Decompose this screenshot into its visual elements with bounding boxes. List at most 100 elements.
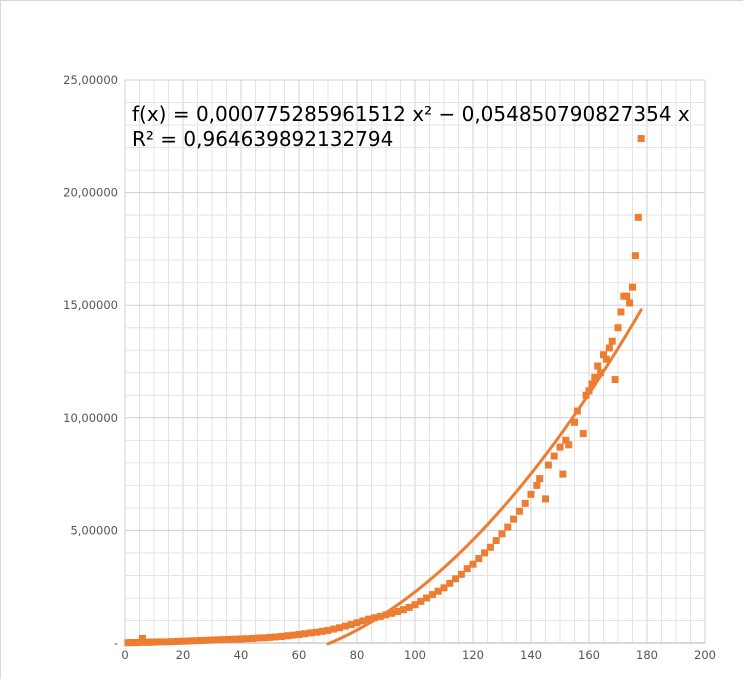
data-point [185, 637, 193, 645]
data-point [631, 252, 639, 260]
data-point [365, 615, 373, 623]
data-point [434, 587, 442, 595]
data-point [608, 337, 616, 345]
data-point [629, 283, 636, 291]
data-point [243, 635, 251, 643]
data-point [594, 362, 602, 370]
data-point [556, 443, 564, 451]
data-point [237, 635, 245, 643]
data-point [382, 611, 390, 619]
data-point [312, 628, 320, 636]
data-point [582, 391, 590, 399]
data-point [481, 549, 489, 557]
y-tick-label: 5,00000 [70, 523, 118, 537]
data-point [318, 627, 326, 635]
x-tick-label: 140 [520, 648, 542, 662]
trendline-r-squared: R² = 0,964639892132794 [132, 127, 393, 151]
trendline-equation: f(x) = 0,000775285961512 x² − 0,05485079… [132, 102, 690, 126]
data-point [486, 543, 494, 551]
data-point [167, 638, 175, 646]
data-point [611, 376, 619, 384]
x-tick-label: 40 [234, 648, 249, 662]
data-point [162, 638, 170, 646]
data-point [295, 630, 303, 638]
data-point [457, 570, 465, 578]
data-point [353, 619, 361, 627]
y-tick-label: 25,00000 [63, 73, 118, 87]
data-point [307, 629, 315, 637]
data-point [623, 292, 631, 300]
data-point [330, 625, 338, 633]
data-point [602, 355, 610, 363]
x-tick-label: 200 [694, 648, 716, 662]
data-point [136, 638, 143, 646]
data-point [492, 537, 500, 545]
data-point [571, 418, 578, 426]
data-point [260, 634, 268, 642]
data-point [202, 636, 210, 644]
data-point [475, 555, 483, 563]
x-tick-label: 160 [578, 648, 600, 662]
data-point [585, 387, 593, 395]
data-point [617, 308, 625, 316]
data-points [124, 135, 645, 647]
data-point [614, 324, 622, 332]
data-point [591, 373, 599, 381]
data-point [637, 135, 645, 143]
data-point [562, 436, 570, 444]
data-point [150, 638, 158, 646]
data-point [600, 351, 607, 359]
x-tick-label: 60 [292, 648, 307, 662]
data-point [588, 380, 596, 388]
data-point [266, 633, 274, 641]
data-point [411, 601, 419, 609]
grid [124, 79, 706, 644]
data-point [278, 632, 286, 640]
x-tick-label: 120 [462, 648, 484, 662]
data-point [394, 607, 402, 615]
data-point [469, 560, 477, 568]
trendline [326, 308, 643, 646]
data-point [173, 637, 181, 645]
data-point [405, 603, 413, 611]
data-point [452, 575, 460, 583]
data-point [533, 481, 541, 489]
x-tick-label: 20 [176, 648, 191, 662]
data-point [573, 407, 581, 415]
data-point [542, 495, 549, 503]
data-point [254, 634, 262, 642]
data-point [179, 637, 187, 645]
y-tick-label: 20,00000 [63, 186, 118, 200]
data-point [388, 609, 396, 617]
trendline-curve [326, 308, 643, 646]
data-point [446, 579, 454, 587]
x-tick-label: 80 [350, 648, 365, 662]
data-point [605, 344, 613, 352]
x-tick-label: 180 [636, 648, 658, 662]
data-point [376, 612, 384, 620]
y-tick-label: - [114, 636, 118, 650]
y-tick-label: 10,00000 [63, 411, 118, 425]
data-point [550, 452, 558, 460]
data-point [565, 441, 573, 449]
data-point [225, 635, 233, 643]
x-tick-label: 0 [121, 648, 128, 662]
x-axis-tick-labels: 0 20 40 60 80 100 120 140 160 180 200 [121, 648, 716, 662]
data-point [208, 636, 216, 644]
data-point [440, 584, 448, 592]
data-point [341, 622, 349, 630]
data-point [359, 617, 367, 625]
data-point [510, 515, 518, 523]
data-point [399, 606, 407, 614]
data-point [301, 630, 309, 638]
data-point [220, 636, 228, 644]
y-axis-tick-labels: - 5,00000 10,00000 15,00000 20,00000 25,00000 [63, 73, 118, 650]
data-point [417, 597, 425, 605]
data-point [289, 631, 297, 639]
data-point [324, 626, 332, 634]
data-point [463, 565, 471, 573]
data-point [196, 637, 204, 645]
data-point [156, 638, 164, 646]
data-point [527, 490, 535, 498]
